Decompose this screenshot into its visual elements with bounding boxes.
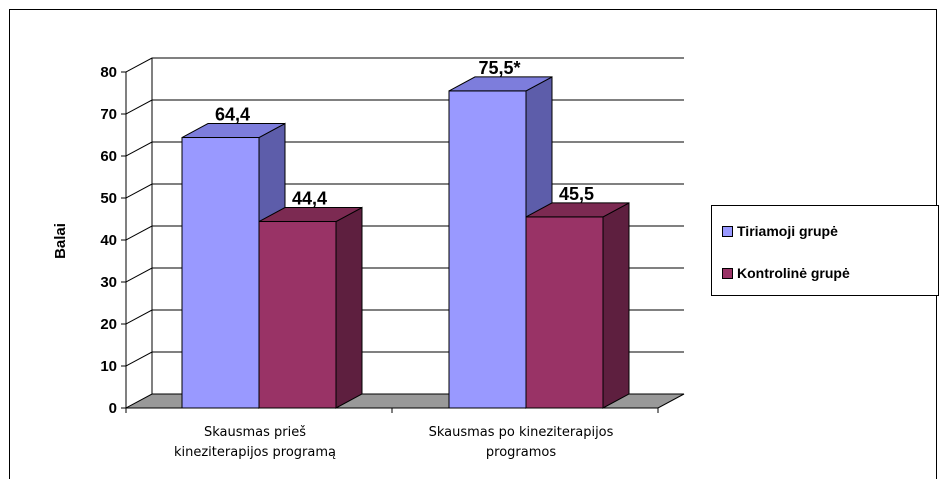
bar-chart: 0 10 20 30 40 50 60 70 80 64,4 44,4 75,5* 45,5 Skau… — [52, 57, 685, 460]
data-label: 44,4 — [292, 189, 327, 209]
y-axis-title: Balai — [52, 223, 69, 259]
bar-side — [602, 202, 630, 409]
bar-top — [181, 123, 286, 139]
bar-front — [525, 216, 604, 409]
category-label: programos — [486, 445, 556, 460]
bar-top — [258, 207, 363, 223]
data-label: 64,4 — [215, 105, 250, 125]
y-tick-label: 30 — [100, 274, 117, 291]
data-labels: 64,4 44,4 75,5* 45,5 — [215, 58, 594, 209]
y-tick-label: 50 — [100, 190, 117, 207]
category-label: kineziterapijos programą — [174, 445, 336, 460]
bar-top — [525, 202, 630, 218]
bar-front — [258, 221, 337, 409]
category-label: Skausmas po kineziterapijos — [429, 425, 614, 440]
y-tick-label: 10 — [100, 358, 117, 375]
data-label: 75,5* — [478, 58, 520, 78]
bar — [525, 202, 630, 409]
bar — [258, 206, 363, 409]
gridline — [125, 99, 684, 115]
y-tick-label: 40 — [100, 232, 117, 249]
bar-top — [448, 76, 553, 92]
legend-label-tiriamoji: Tiriamoji grupė — [737, 223, 838, 239]
y-tick-label: 60 — [100, 148, 117, 165]
y-tick-label: 70 — [100, 106, 117, 123]
legend-item-kontroline: Kontrolinė grupė — [722, 265, 850, 281]
legend-swatch-kontroline — [722, 267, 733, 279]
bar-front — [448, 90, 527, 409]
y-tick-label: 0 — [109, 400, 117, 417]
bar-side — [335, 206, 363, 409]
legend-swatch-tiriamoji — [722, 225, 733, 237]
category-label: Skausmas prieš — [204, 425, 306, 440]
data-label: 45,5 — [559, 184, 594, 204]
y-tick-label: 80 — [100, 64, 117, 81]
bar-front — [181, 137, 260, 409]
y-axis: 0 10 20 30 40 50 60 70 80 — [100, 64, 659, 417]
legend-item-tiriamoji: Tiriamoji grupė — [722, 223, 838, 239]
legend: Tiriamoji grupė Kontrolinė grupė — [711, 205, 939, 296]
y-tick-label: 20 — [100, 316, 117, 333]
x-axis-labels: Skausmas prieš kineziterapijos programą Sk… — [174, 425, 614, 460]
gridline — [125, 57, 684, 73]
legend-label-kontroline: Kontrolinė grupė — [737, 265, 850, 281]
chart-frame: 0 10 20 30 40 50 60 70 80 64,4 44,4 75,5* 45,5 Skau… — [9, 9, 939, 479]
bars — [181, 76, 630, 409]
